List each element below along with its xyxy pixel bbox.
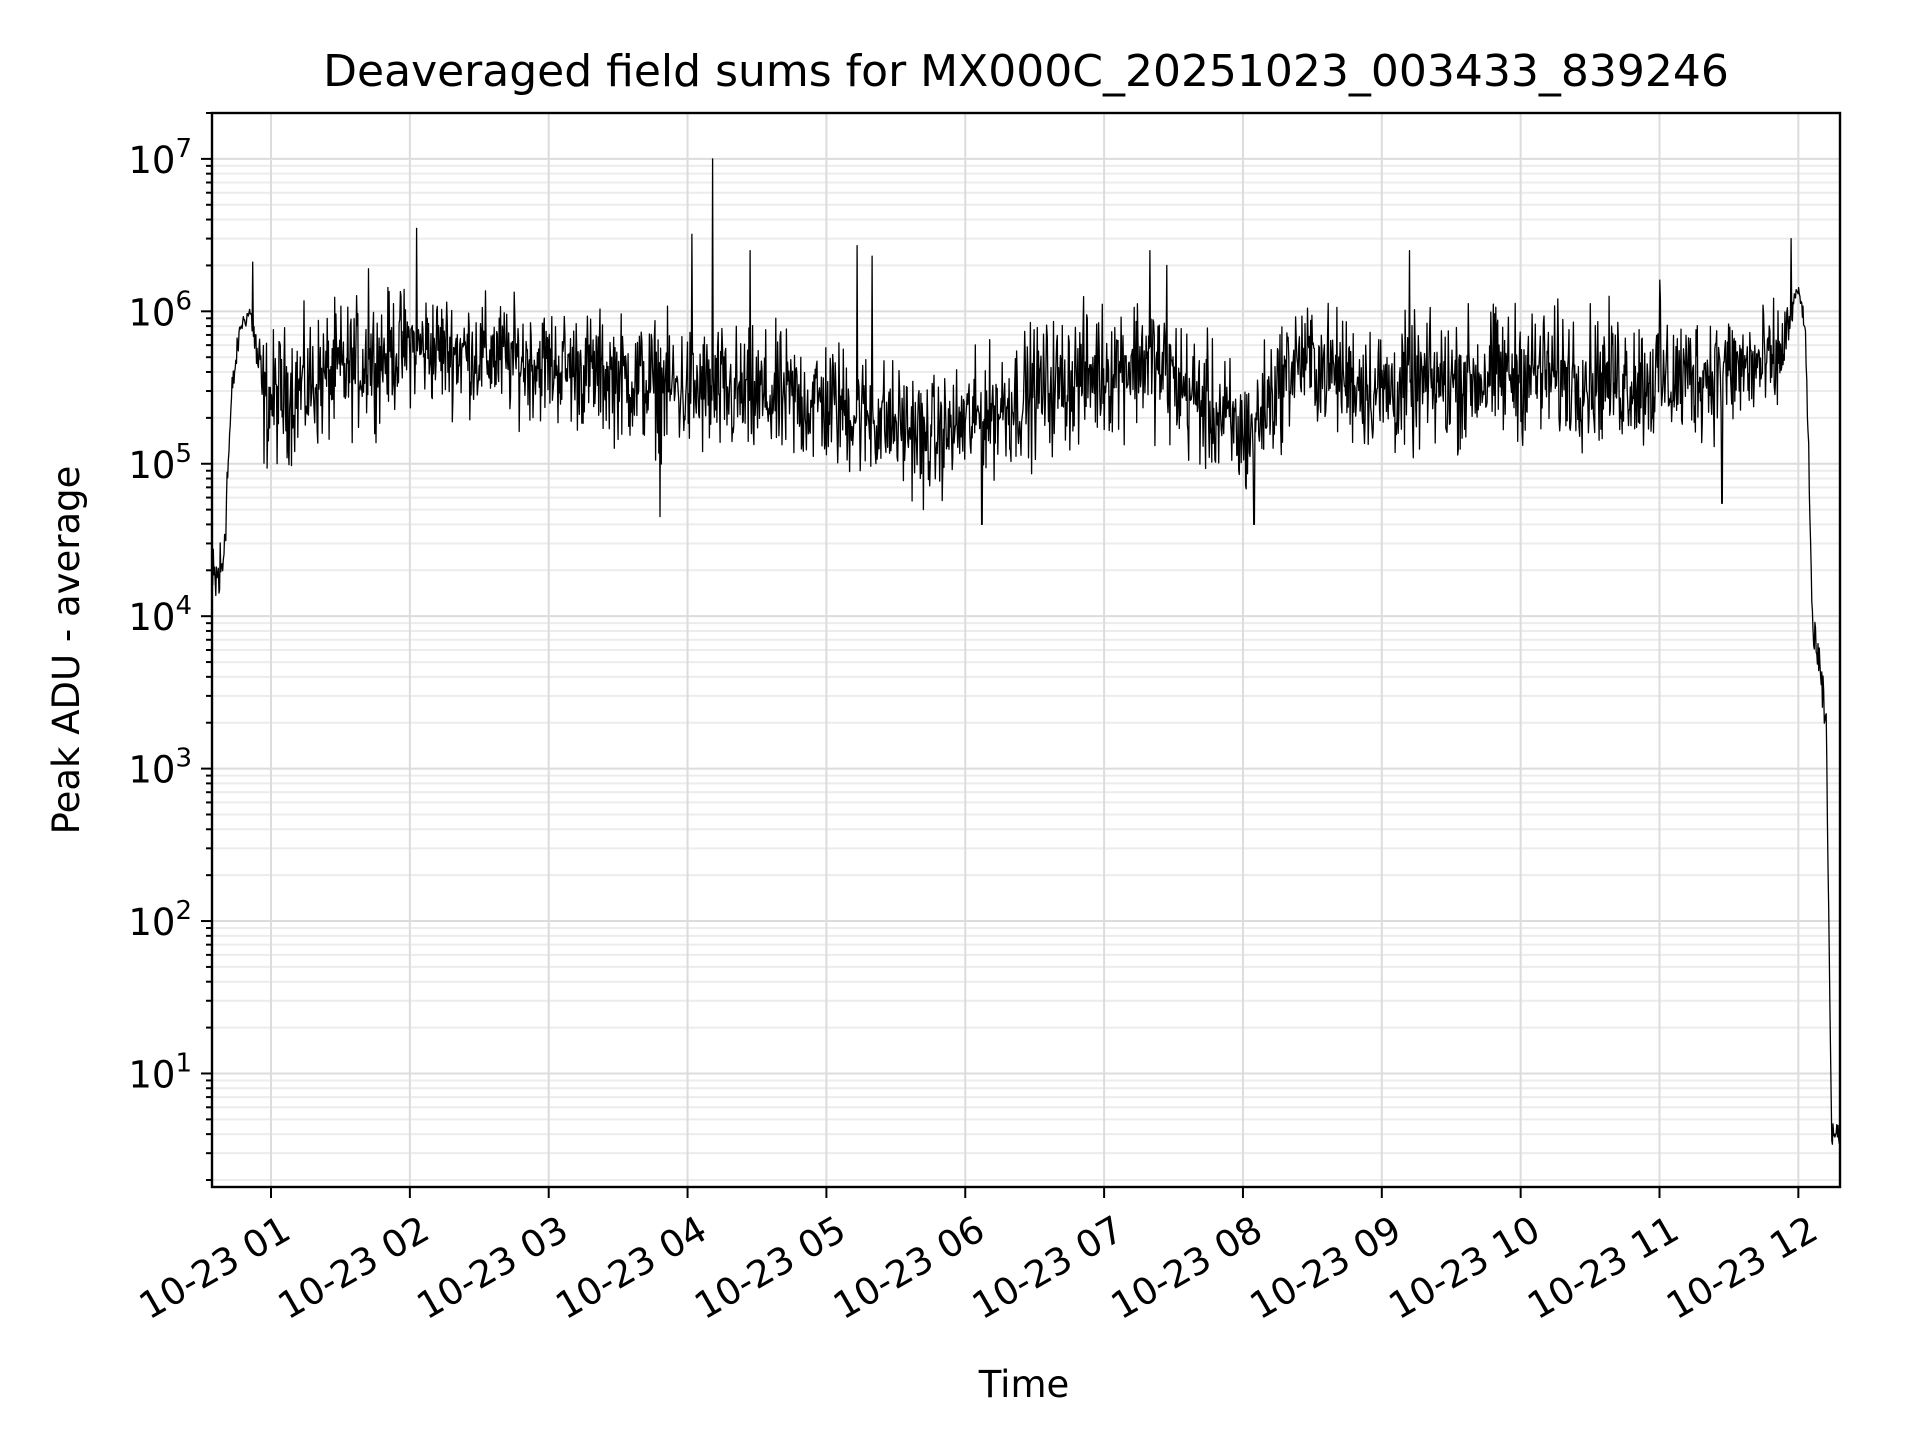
series-line [212,158,1840,1145]
y-tick-label: 106 [128,286,192,334]
y-tick-label: 102 [128,896,192,944]
y-tick-label: 101 [128,1048,192,1096]
x-axis-label: Time [978,1363,1070,1406]
y-tick-label: 104 [128,591,192,639]
chart-title: Deaveraged field sums for MX000C_2025102… [323,46,1729,97]
y-tick-label: 103 [128,744,192,792]
y-axis-label: Peak ADU - average [45,466,88,835]
y-tick-label: 105 [128,439,192,487]
y-tick-label: 107 [128,134,192,182]
series-layer [212,158,1840,1145]
grid [212,112,1840,1187]
